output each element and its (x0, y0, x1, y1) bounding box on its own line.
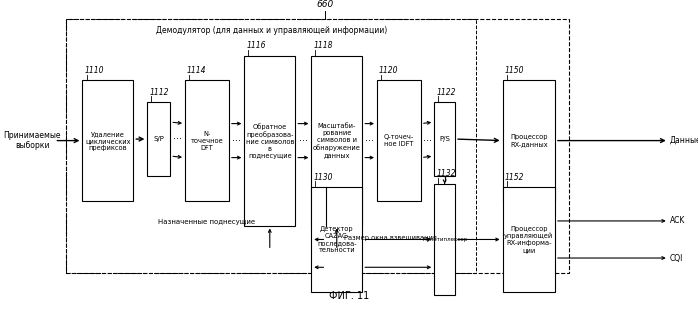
Text: 1114: 1114 (187, 66, 207, 75)
Text: 1112: 1112 (149, 87, 169, 97)
Text: Процессор
управляющей
RX-информа-
ции: Процессор управляющей RX-информа- ции (504, 226, 554, 253)
Text: ···: ··· (365, 136, 374, 146)
Text: Q-точеч-
ное IDFT: Q-точеч- ное IDFT (384, 134, 414, 147)
Text: 1150: 1150 (505, 66, 524, 75)
Text: 1130: 1130 (313, 172, 333, 182)
Text: Назначенные поднесущие: Назначенные поднесущие (158, 219, 255, 225)
Text: Масштаби-
рование
символов и
обнаружение
данных: Масштаби- рование символов и обнаружение… (313, 123, 361, 158)
Text: 1116: 1116 (246, 41, 266, 50)
Text: Детектор
CAZAC-
последова-
тельности: Детектор CAZAC- последова- тельности (317, 226, 357, 253)
Text: ФИГ. 11: ФИГ. 11 (329, 291, 369, 301)
Bar (185, 80, 229, 201)
Text: Данные: Данные (670, 136, 698, 145)
Text: P/S: P/S (439, 136, 450, 142)
Text: Обратное
преобразова-
ние символов
в
поднесущие: Обратное преобразова- ние символов в под… (246, 123, 294, 159)
Bar (434, 102, 455, 176)
Text: 1110: 1110 (84, 66, 104, 75)
Text: 1118: 1118 (313, 41, 333, 50)
Text: 1122: 1122 (436, 87, 456, 97)
Bar (147, 102, 170, 176)
Text: ···: ··· (423, 136, 432, 146)
Bar (82, 80, 133, 201)
Text: S/P: S/P (154, 136, 164, 142)
Text: Демодулятор (для данных и управляющей информации): Демодулятор (для данных и управляющей ин… (156, 26, 387, 35)
Text: ···: ··· (173, 134, 182, 144)
Text: 1132: 1132 (436, 169, 456, 179)
Bar (66, 19, 569, 273)
Text: Принимаемые
выборки: Принимаемые выборки (3, 131, 61, 150)
Bar (66, 19, 476, 273)
Text: Мультиплексор: Мультиплексор (422, 237, 467, 242)
Bar (311, 187, 362, 292)
Text: Размер окна взвешивания: Размер окна взвешивания (343, 235, 437, 241)
Text: ···: ··· (299, 136, 308, 146)
Text: N-
точечное
DFT: N- точечное DFT (191, 131, 223, 150)
Text: 1152: 1152 (505, 172, 524, 182)
Bar (503, 80, 555, 201)
Bar (244, 56, 295, 226)
Bar (503, 187, 555, 292)
Text: 1120: 1120 (379, 66, 399, 75)
Text: 660: 660 (316, 0, 333, 9)
Bar (434, 184, 455, 295)
Text: ···: ··· (232, 136, 241, 146)
Bar (311, 56, 362, 226)
Text: Процессор
RX-данных: Процессор RX-данных (510, 134, 547, 147)
Text: ACK: ACK (670, 216, 685, 226)
Text: Удаление
циклических
префиксов: Удаление циклических префиксов (85, 131, 131, 150)
Text: CQI: CQI (670, 253, 683, 263)
Bar (377, 80, 421, 201)
